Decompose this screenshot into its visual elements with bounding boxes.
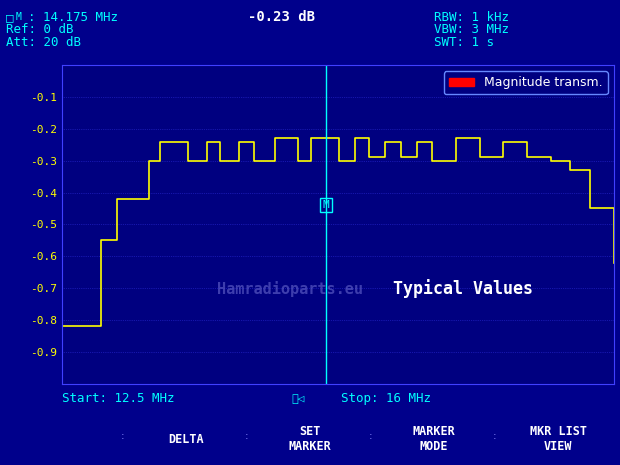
Text: :: : (493, 432, 497, 441)
Text: Start: 12.5 MHz: Start: 12.5 MHz (62, 392, 174, 405)
Text: ⎆◁: ⎆◁ (291, 394, 305, 404)
Text: Hamradioparts.eu: Hamradioparts.eu (216, 281, 363, 298)
Text: -0.23 dB: -0.23 dB (248, 10, 315, 24)
Text: MARKER
MODE: MARKER MODE (413, 425, 455, 453)
Text: DELTA: DELTA (168, 433, 204, 446)
Text: Typical Values: Typical Values (393, 279, 533, 299)
Text: Ref: 0 dB: Ref: 0 dB (6, 23, 74, 36)
Text: :: : (245, 432, 249, 441)
Text: RBW: 1 kHz: RBW: 1 kHz (434, 11, 509, 24)
Legend: Magnitude transm.: Magnitude transm. (444, 71, 608, 94)
Text: : 14.175 MHz: : 14.175 MHz (28, 11, 118, 24)
Text: SET
MARKER: SET MARKER (289, 425, 331, 453)
Text: M: M (16, 13, 21, 22)
Text: Att: 20 dB: Att: 20 dB (6, 36, 81, 49)
Text: :: : (369, 432, 373, 441)
Text: :: : (121, 432, 125, 441)
Text: VBW: 3 MHz: VBW: 3 MHz (434, 23, 509, 36)
Text: M: M (322, 200, 329, 210)
Text: SWT: 1 s: SWT: 1 s (434, 36, 494, 49)
Text: □: □ (6, 11, 14, 24)
Text: Stop: 16 MHz: Stop: 16 MHz (341, 392, 431, 405)
Text: MARKER: MARKER (41, 433, 83, 446)
Text: MKR LIST
VIEW: MKR LIST VIEW (529, 425, 587, 453)
